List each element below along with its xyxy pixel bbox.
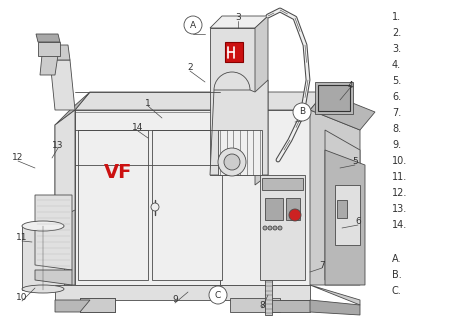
Text: VF: VF	[104, 162, 132, 182]
Text: 12: 12	[12, 154, 24, 162]
Text: 6.: 6.	[392, 92, 401, 102]
Circle shape	[151, 203, 159, 211]
Polygon shape	[310, 285, 360, 305]
Text: 4.: 4.	[392, 60, 401, 70]
Text: 10.: 10.	[392, 156, 407, 166]
Polygon shape	[220, 110, 310, 285]
Text: 9: 9	[172, 295, 178, 305]
Bar	[80, 298, 115, 312]
Polygon shape	[55, 110, 75, 220]
Text: C.: C.	[392, 286, 402, 296]
Bar	[315, 82, 353, 114]
Polygon shape	[310, 92, 375, 130]
Polygon shape	[55, 300, 90, 312]
Polygon shape	[218, 130, 262, 175]
Polygon shape	[78, 130, 148, 280]
Polygon shape	[220, 92, 325, 110]
Bar	[22, 225, 64, 290]
Bar	[335, 185, 360, 245]
Polygon shape	[265, 280, 272, 315]
Circle shape	[268, 226, 272, 230]
Text: 9.: 9.	[392, 140, 401, 150]
Text: 3: 3	[235, 13, 241, 23]
Circle shape	[218, 148, 246, 176]
Text: 1.: 1.	[392, 12, 401, 22]
Text: 5: 5	[352, 157, 358, 167]
Text: 12.: 12.	[392, 188, 407, 198]
Text: B.: B.	[392, 270, 402, 280]
Text: 13.: 13.	[392, 204, 407, 214]
Bar	[286, 198, 300, 220]
Circle shape	[224, 154, 240, 170]
Text: A.: A.	[392, 254, 401, 264]
Text: 11: 11	[16, 233, 28, 243]
Circle shape	[293, 103, 311, 121]
Circle shape	[273, 226, 277, 230]
Ellipse shape	[22, 285, 64, 293]
Polygon shape	[75, 92, 235, 110]
Circle shape	[278, 226, 282, 230]
Circle shape	[289, 209, 301, 221]
Polygon shape	[260, 175, 305, 280]
Polygon shape	[325, 150, 365, 285]
Text: C: C	[215, 291, 221, 300]
Text: 7: 7	[319, 260, 325, 269]
Polygon shape	[265, 300, 310, 312]
Text: 2: 2	[187, 64, 193, 73]
Polygon shape	[210, 16, 268, 28]
Bar	[230, 298, 280, 312]
Bar	[38, 42, 60, 56]
Polygon shape	[75, 110, 220, 285]
Text: 10: 10	[16, 294, 28, 302]
Text: 3.: 3.	[392, 44, 401, 54]
Text: 5.: 5.	[392, 76, 401, 86]
Polygon shape	[35, 270, 72, 285]
Polygon shape	[50, 60, 75, 110]
Polygon shape	[36, 34, 60, 42]
Polygon shape	[310, 300, 360, 315]
Text: 14.: 14.	[392, 220, 407, 230]
Bar	[225, 42, 243, 62]
Text: 11.: 11.	[392, 172, 407, 182]
Polygon shape	[255, 16, 268, 185]
Ellipse shape	[22, 221, 64, 231]
Text: 6: 6	[355, 218, 361, 226]
Text: 2.: 2.	[392, 28, 401, 38]
Bar	[318, 85, 350, 111]
Polygon shape	[152, 130, 222, 280]
Text: 13: 13	[52, 141, 64, 149]
Polygon shape	[310, 110, 360, 285]
Circle shape	[184, 16, 202, 34]
Polygon shape	[325, 130, 360, 280]
Circle shape	[209, 286, 227, 304]
Polygon shape	[55, 285, 310, 300]
Polygon shape	[55, 110, 75, 285]
Polygon shape	[210, 80, 268, 175]
Text: 1: 1	[145, 99, 151, 107]
Text: 14: 14	[132, 123, 144, 133]
Bar	[262, 178, 303, 190]
Polygon shape	[40, 55, 58, 75]
Text: 7.: 7.	[392, 108, 401, 118]
Polygon shape	[48, 45, 70, 60]
Text: 8: 8	[259, 301, 265, 309]
Bar	[337, 200, 347, 218]
Polygon shape	[35, 195, 72, 270]
Text: 4: 4	[347, 80, 353, 89]
Text: 8.: 8.	[392, 124, 401, 134]
Polygon shape	[55, 92, 90, 125]
Text: A: A	[190, 20, 196, 30]
Bar	[80, 298, 115, 312]
Polygon shape	[210, 28, 255, 175]
Circle shape	[263, 226, 267, 230]
Bar	[265, 198, 283, 220]
Text: B: B	[299, 107, 305, 116]
